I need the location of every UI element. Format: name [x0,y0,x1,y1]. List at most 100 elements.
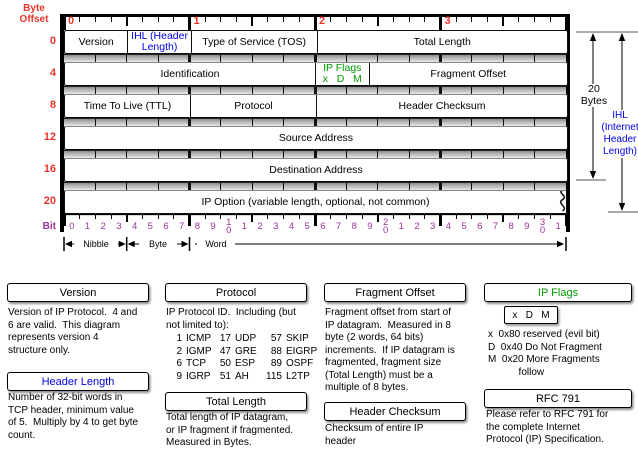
separator-tick [94,183,96,190]
field-header-checksum: Header Checksum [398,99,486,112]
note-title-header-checksum: Header Checksum [324,402,466,421]
ruler-tick [283,215,285,219]
ruler-tick [157,17,159,22]
bit-number-4: 4 [131,220,138,232]
separator-tick [188,87,191,94]
separator-tick [377,183,379,190]
ruler-tick [94,17,96,22]
separator-tick [408,183,410,190]
separator-tick [126,151,128,158]
separator-tick [94,151,96,158]
separator-tick [408,119,410,126]
separator-tick [439,119,442,126]
bit-number-9: 9 [210,220,216,232]
note-title-text: Fragment Offset [355,286,435,299]
separator-tick [283,151,285,158]
protocol-name: ESP [235,358,256,369]
separator-tick [439,151,442,158]
separator-tick [313,183,317,190]
ruler-tick [188,215,191,226]
note-body-header-checksum: Checksum of entire IP header [325,423,424,447]
bit-number-13: 3 [273,220,279,232]
protocol-name: IGMP [186,345,212,357]
separator-tick [439,183,442,190]
protocol-number: 88 [270,345,282,357]
protocol-number: 50 [219,358,231,369]
bit-number-15: 5 [304,220,310,232]
protocol-name: IGRP [186,370,211,382]
field-row-5: IP Option (variable length, optional, no… [64,190,567,214]
field-row-2: Time To Live (TTL) Protocol Header Checksu… [64,94,568,118]
separator-tick [251,87,253,94]
protocol-name: L2TP [286,370,310,382]
separator-tick [251,151,253,158]
note-body-rfc-791: Please refer to RFC 791 for the complete… [486,409,609,445]
protocol-name: AH [235,370,249,382]
field-row-4: Destination Address [64,158,568,182]
ruler-tick [439,215,442,226]
separator-tick [534,119,536,126]
note-title-text: Header Length [41,375,115,388]
separator-tick [220,55,222,62]
separator-tick [345,183,347,190]
ihl-span-label: IHL (Internet Header Length) [600,110,638,158]
protocol-number: 47 [219,345,231,357]
separator-tick [188,119,191,126]
bit-number-10: 1 0 [226,216,232,236]
ruler-tick [518,215,520,219]
ruler-tick [487,17,489,22]
bit-number-16: 6 [320,220,326,232]
twenty-bytes-label: 20 Bytes [574,83,614,107]
ruler-tick [298,17,300,22]
separator-tick [157,119,159,126]
ruler-tick [392,215,394,219]
separator-tick [251,55,253,62]
separator-tick [157,55,159,62]
separator-tick [471,151,473,158]
bit-number-18: 8 [351,220,357,232]
separator-tick [220,87,222,94]
bit-number-31: 1 [555,220,561,232]
separator-tick [94,119,96,126]
row-separator [64,150,566,159]
ruler-tick [502,215,505,222]
byte-offset-8: 8 [49,99,56,111]
ruler-tick [173,215,175,219]
field-protocol: Protocol [191,95,317,117]
field-source-address: Source Address [278,131,354,144]
ruler-tick [283,17,285,22]
separator-tick [126,119,128,126]
ruler-tick [313,17,317,30]
byte-offset-4: 4 [49,67,56,79]
top-byte-number-2: 2 [319,15,326,27]
ruler-tick [125,17,128,26]
ruler-tick [330,215,332,219]
separator-tick [188,183,191,190]
ruler-tick [141,17,143,22]
ruler-tick [94,215,96,219]
protocol-name: OSPF [286,358,314,369]
note-title-rfc-791: RFC 791 [484,389,632,408]
note-body-total-length: Total length of IP datagram, or IP fragm… [166,412,294,448]
separator-tick [502,119,504,126]
ruler-tick [110,215,112,219]
field-identification: Identification [65,63,316,85]
field-ip-option-variable-length-optional-not-common: IP Option (variable length, optional, no… [65,191,567,213]
note-title-total-length: Total Length [165,392,307,411]
note-body-protocol: IP Protocol ID. Including (but not limit… [166,307,296,331]
bit-number-5: 5 [147,220,153,232]
field-row-1: Identification IP Flags x D M Fragment Off… [64,62,568,86]
word-scale-label: Word [197,238,235,250]
ruler-tick [62,215,66,226]
ruler-tick [79,215,81,219]
field-time-to-live-ttl: Time To Live (TTL) [65,95,191,117]
field-ihl-header: IHL (Header Length) [128,31,192,53]
ruler-tick [251,17,254,26]
note-title-header-length: Header Length [7,372,149,391]
ruler-tick [534,215,536,219]
bit-number-11: 1 [241,220,248,232]
ruler-tick [345,17,347,22]
separator-tick [534,55,536,62]
bit-number-27: 7 [492,220,499,232]
